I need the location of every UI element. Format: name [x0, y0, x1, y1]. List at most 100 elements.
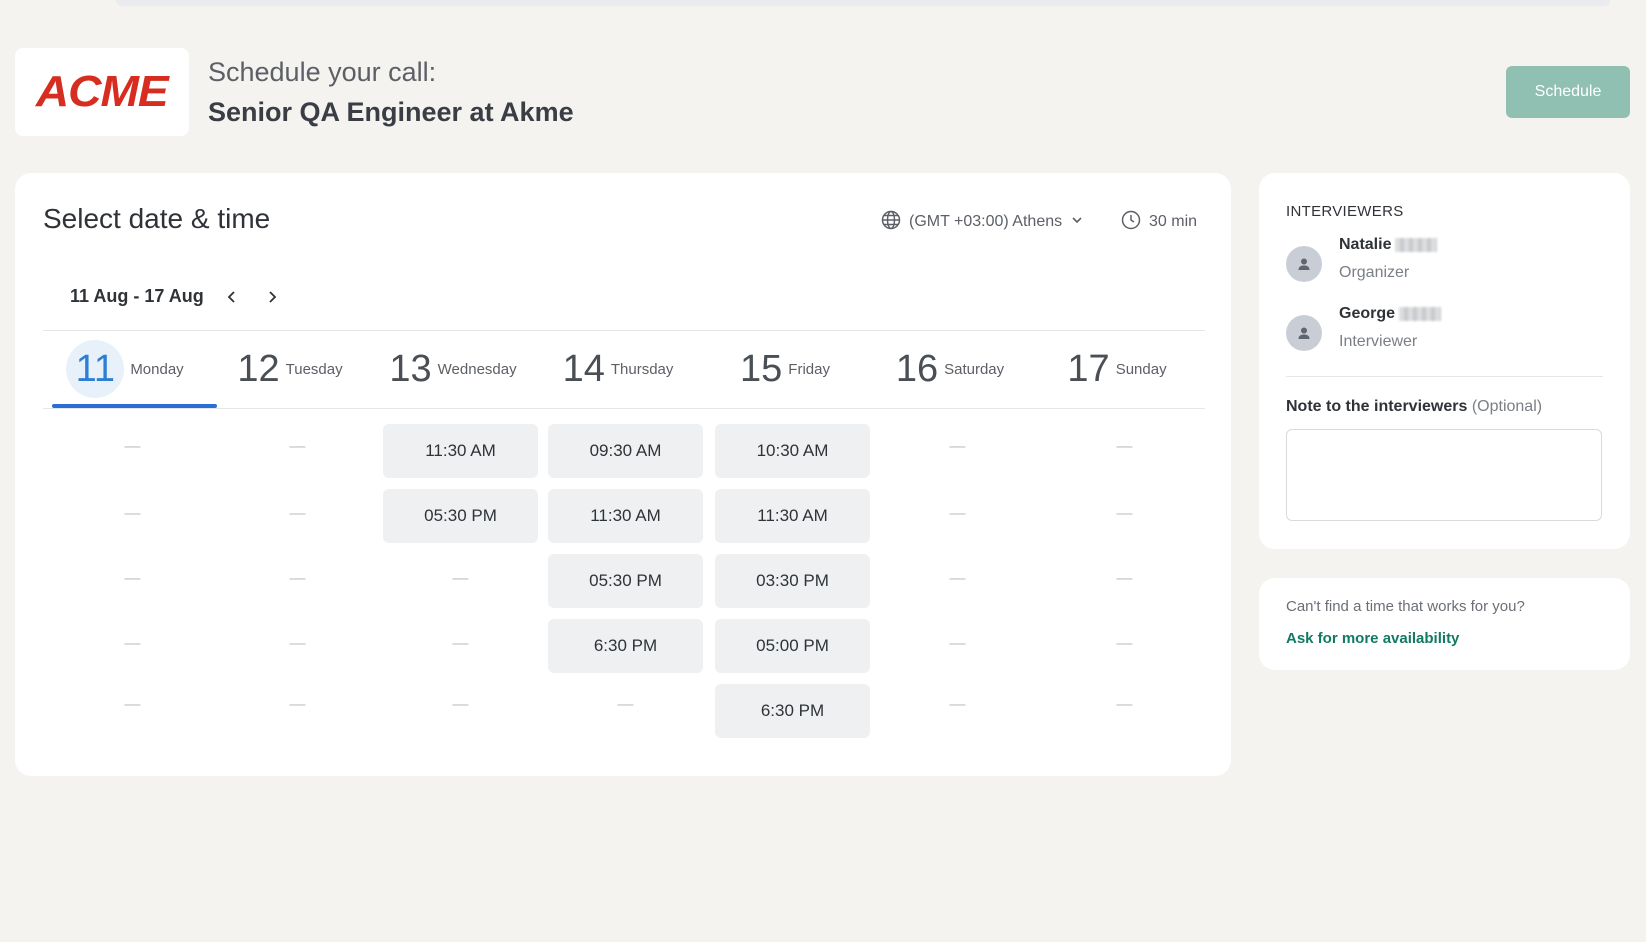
date-time-picker-card: Select date & time (GMT +03:00) Athens 3…	[15, 173, 1231, 776]
time-slot-button[interactable]: 11:30 AM	[548, 489, 703, 543]
empty-slot-marker: —	[124, 635, 141, 652]
timezone-label: (GMT +03:00) Athens	[909, 213, 1063, 230]
day-number-wrap: 14	[563, 350, 605, 388]
time-slot-button[interactable]: 10:30 AM	[715, 424, 870, 478]
interviewer-name: Natalie	[1339, 236, 1392, 253]
empty-slot-marker: —	[1116, 635, 1133, 652]
header: Schedule your call: Senior QA Engineer a…	[208, 54, 574, 134]
note-optional: (Optional)	[1471, 398, 1543, 415]
empty-slot-marker: —	[452, 696, 469, 713]
redacted-surname	[1395, 237, 1438, 252]
previous-week-button[interactable]	[218, 283, 246, 311]
empty-slot-marker: —	[289, 438, 306, 455]
empty-slot-marker: —	[124, 696, 141, 713]
day-name: Monday	[130, 360, 184, 378]
interviewer-role: Organizer	[1339, 264, 1410, 281]
avatar	[1286, 246, 1322, 282]
header-subtitle: Schedule your call:	[208, 57, 437, 87]
day-tab-wednesday[interactable]: 13 Wednesday	[371, 330, 535, 408]
week-range: 11 Aug - 17 Aug	[70, 286, 204, 306]
time-slot-button[interactable]: 11:30 AM	[383, 424, 538, 478]
day-name: Sunday	[1115, 360, 1167, 378]
day-number-wrap: 12	[237, 350, 279, 388]
picker-title: Select date & time	[43, 203, 271, 234]
day-name: Friday	[788, 360, 830, 378]
time-slot-button[interactable]: 11:30 AM	[715, 489, 870, 543]
clock-icon	[1121, 210, 1141, 235]
interviewer-name-wrap: George	[1339, 305, 1442, 323]
day-tab-saturday[interactable]: 16 Saturday	[868, 330, 1032, 408]
interviewer-name: George	[1339, 305, 1396, 322]
divider	[1286, 376, 1603, 377]
day-tab-friday[interactable]: 15 Friday	[703, 330, 867, 408]
interviewer-name-wrap: Natalie	[1339, 236, 1438, 254]
empty-slot-marker: —	[452, 570, 469, 587]
empty-slot-marker: —	[949, 635, 966, 652]
company-logo: ACME	[36, 67, 169, 116]
interviewers-card: INTERVIEWERS Natalie Organizer George In…	[1259, 173, 1630, 549]
redacted-surname	[1399, 306, 1442, 321]
schedule-button[interactable]: Schedule	[1506, 66, 1630, 118]
note-label: Note to the interviewers (Optional)	[1286, 398, 1542, 416]
selected-day-indicator	[52, 404, 217, 408]
time-slot-button[interactable]: 6:30 PM	[548, 619, 703, 673]
duration-label: 30 min	[1149, 213, 1198, 230]
day-number: 12	[237, 348, 280, 390]
note-label-text: Note to the interviewers	[1286, 398, 1468, 415]
duration-info: 30 min	[1121, 209, 1197, 235]
empty-slot-marker: —	[289, 696, 306, 713]
time-slot-button[interactable]: 03:30 PM	[715, 554, 870, 608]
day-name: Saturday	[944, 360, 1005, 378]
day-tab-thursday[interactable]: 14 Thursday	[536, 330, 700, 408]
interviewer-natalie: Natalie Organizer	[1286, 236, 1606, 296]
time-slot-button[interactable]: 05:30 PM	[548, 554, 703, 608]
day-name: Wednesday	[437, 360, 517, 378]
day-number: 13	[389, 348, 432, 390]
chevron-down-icon	[1070, 213, 1084, 232]
day-tab-tuesday[interactable]: 12 Tuesday	[208, 330, 372, 408]
day-number-wrap: 11	[66, 340, 125, 398]
empty-slot-marker: —	[124, 438, 141, 455]
empty-slot-marker: —	[289, 635, 306, 652]
ask-more-availability-link[interactable]: Ask for more availability	[1286, 630, 1460, 647]
chevron-right-icon	[269, 291, 277, 303]
empty-slot-marker: —	[124, 570, 141, 587]
company-logo-card: ACME	[15, 48, 189, 136]
next-week-button[interactable]	[258, 283, 286, 311]
day-name: Tuesday	[285, 360, 343, 378]
availability-prompt: Can't find a time that works for you?	[1286, 598, 1525, 615]
time-slot-button[interactable]: 09:30 AM	[548, 424, 703, 478]
avatar	[1286, 315, 1322, 351]
day-number-wrap: 16	[896, 350, 938, 388]
timezone-dropdown[interactable]: (GMT +03:00) Athens	[881, 209, 1084, 235]
time-slot-button[interactable]: 6:30 PM	[715, 684, 870, 738]
empty-slot-marker: —	[1116, 696, 1133, 713]
day-tabs: 11 Monday 12 Tuesday 13 Wednesday 14 Thursday 15…	[43, 330, 1205, 582]
empty-slot-marker: —	[949, 570, 966, 587]
days-divider-top	[43, 330, 1205, 331]
empty-slot-marker: —	[452, 635, 469, 652]
chevron-left-icon	[227, 291, 235, 303]
note-to-interviewers-input[interactable]	[1286, 429, 1602, 521]
availability-card: Can't find a time that works for you? As…	[1259, 578, 1630, 670]
day-number: 11	[75, 348, 116, 390]
user-icon	[1298, 327, 1310, 339]
day-tab-sunday[interactable]: 17 Sunday	[1035, 330, 1199, 408]
day-number: 14	[562, 348, 605, 390]
time-slot-button[interactable]: 05:30 PM	[383, 489, 538, 543]
empty-slot-marker: —	[949, 438, 966, 455]
day-number: 16	[895, 348, 939, 390]
user-icon	[1298, 258, 1310, 270]
time-slot-button[interactable]: 05:00 PM	[715, 619, 870, 673]
page-title: Senior QA Engineer at Akme	[208, 97, 574, 127]
day-number: 15	[740, 348, 783, 390]
empty-slot-marker: —	[617, 696, 634, 713]
days-divider-bottom	[43, 408, 1205, 409]
interviewers-heading: INTERVIEWERS	[1286, 203, 1404, 220]
empty-slot-marker: —	[289, 570, 306, 587]
day-tab-monday[interactable]: 11 Monday	[43, 330, 207, 408]
day-name: Thursday	[610, 360, 674, 378]
day-number: 17	[1067, 348, 1110, 390]
empty-slot-marker: —	[949, 505, 966, 522]
empty-slot-marker: —	[1116, 570, 1133, 587]
